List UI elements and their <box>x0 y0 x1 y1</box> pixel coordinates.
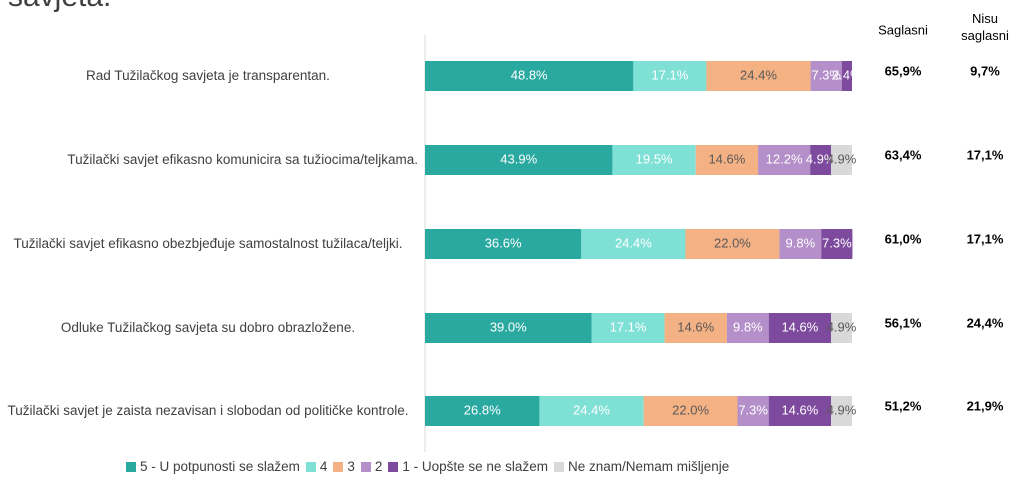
category-label: Tužilački savjet efikasno obezbjeđuje sa… <box>13 236 403 251</box>
legend-label: 5 - U potpunosti se slažem <box>140 459 300 474</box>
bar-segment <box>821 229 853 259</box>
value-label: 4.9% <box>827 319 857 334</box>
bar-segment <box>685 229 780 259</box>
value-label: 36.6% <box>485 235 522 250</box>
summary-value: 17,1% <box>967 231 1004 246</box>
value-label: 14.6% <box>781 319 818 334</box>
category-label: Tužilački savjet efikasno komunicira sa … <box>67 152 418 167</box>
value-label: 22.0% <box>672 402 709 417</box>
value-label: 2.4% <box>832 67 862 82</box>
value-label: 19.5% <box>636 151 673 166</box>
summary-header-line: Nisu <box>972 11 998 26</box>
value-label: 43.9% <box>500 151 537 166</box>
bar-segment <box>768 313 832 343</box>
bar-segment <box>758 145 811 175</box>
value-label: 9.8% <box>733 319 763 334</box>
value-label: 39.0% <box>490 319 527 334</box>
bar-segment <box>664 313 727 343</box>
bar-segment <box>425 229 582 259</box>
bar-segment <box>581 229 686 259</box>
value-label: 14.6% <box>708 151 745 166</box>
category-label: Rad Tužilačkog savjeta je transparentan. <box>86 68 330 83</box>
legend-label: 4 <box>319 459 328 474</box>
legend-item: 1 - Uopšte se ne slažem <box>388 459 548 474</box>
value-label: 9.8% <box>786 235 816 250</box>
bar-segment <box>831 396 852 426</box>
bar-segment <box>726 313 769 343</box>
summary-value: 24,4% <box>967 315 1004 330</box>
bar-segment <box>612 145 696 175</box>
legend-item: 2 <box>360 459 383 474</box>
bar-segment <box>539 396 644 426</box>
legend-item: 4 <box>305 459 328 474</box>
bar-segment <box>737 396 769 426</box>
value-label: 24.4% <box>573 402 610 417</box>
summary-value: 21,9% <box>967 398 1004 413</box>
chart-title: savjeta. <box>8 0 111 14</box>
value-label: 14.6% <box>677 319 714 334</box>
legend-swatch <box>333 461 344 472</box>
legend: 5 - U potpunosti se slažem 4 3 2 1 - Uopšte … <box>126 459 729 474</box>
legend-item: 3 <box>333 459 355 474</box>
summary-header: Saglasni <box>878 22 928 37</box>
bar-segment <box>425 396 540 426</box>
value-label: 24.4% <box>615 235 652 250</box>
bar-segment <box>425 313 592 343</box>
category-label: Tužilački savjet je zaista nezavisan i s… <box>7 403 409 418</box>
value-label: 7.3% <box>822 235 852 250</box>
summary-value: 65,9% <box>885 63 922 78</box>
legend-swatch <box>360 461 371 472</box>
bar-segment <box>425 61 634 91</box>
summary-value: 9,7% <box>970 63 1000 78</box>
value-label: 17.1% <box>651 67 688 82</box>
bar-segment <box>810 145 832 175</box>
summary-header-line: saglasni <box>961 28 1009 43</box>
bar-segment <box>643 396 738 426</box>
legend-label: 1 - Uopšte se ne slažem <box>402 459 548 474</box>
legend-swatch <box>126 461 136 472</box>
value-label: 7.3% <box>738 402 768 417</box>
value-label: 7.3% <box>811 67 841 82</box>
value-label: 4.9% <box>806 151 836 166</box>
bar-segment <box>810 61 842 91</box>
value-label: 12.2% <box>766 151 803 166</box>
bar-segment <box>591 313 665 343</box>
value-label: 4.9% <box>827 402 857 417</box>
value-label: 48.8% <box>511 67 548 82</box>
bar-segment <box>633 61 707 91</box>
legend-label: Ne znam/Nemam mišljenje <box>567 459 730 474</box>
legend-label: 2 <box>374 459 383 474</box>
value-label: 14.6% <box>781 402 818 417</box>
value-label: 17.1% <box>610 319 647 334</box>
legend-swatch <box>305 461 316 472</box>
legend-swatch <box>553 461 564 472</box>
legend-item: 5 - U potpunosti se slažem <box>126 459 300 474</box>
legend-swatch <box>388 461 399 472</box>
summary-value: 17,1% <box>967 147 1004 162</box>
bar-segment <box>695 145 759 175</box>
value-label: 22.0% <box>714 235 751 250</box>
legend-item: Ne znam/Nemam mišljenje <box>553 459 730 474</box>
category-label: Odluke Tužilačkog savjeta su dobro obraz… <box>60 320 356 335</box>
summary-value: 56,1% <box>885 315 922 330</box>
bar-segment <box>831 313 852 343</box>
value-label: 4.9% <box>827 151 857 166</box>
value-label: 26.8% <box>464 402 501 417</box>
bar-segment <box>831 145 852 175</box>
summary-value: 51,2% <box>885 398 922 413</box>
legend-label: 3 <box>347 459 355 474</box>
bar-segment <box>425 145 613 175</box>
bar-segment <box>841 61 852 91</box>
bar-segment <box>779 229 822 259</box>
bar-segment <box>768 396 832 426</box>
summary-value: 61,0% <box>885 231 922 246</box>
summary-header: Nisu saglasni <box>961 11 1009 43</box>
value-label: 24.4% <box>740 67 777 82</box>
bar-segment <box>706 61 811 91</box>
summary-value: 63,4% <box>885 147 922 162</box>
